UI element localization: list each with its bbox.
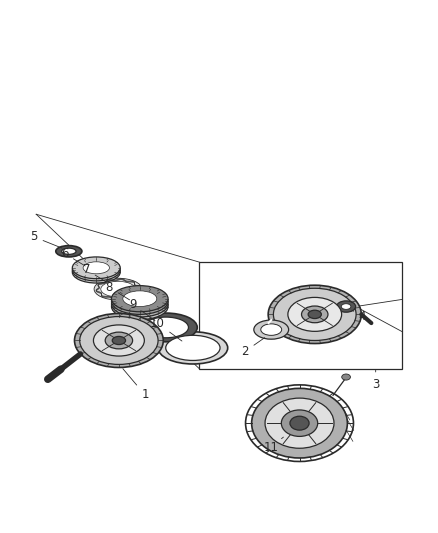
Ellipse shape <box>308 310 321 319</box>
Ellipse shape <box>273 288 356 341</box>
Ellipse shape <box>341 304 351 309</box>
Ellipse shape <box>112 336 126 344</box>
Ellipse shape <box>112 291 168 317</box>
Ellipse shape <box>123 294 157 309</box>
Bar <box>199 262 402 369</box>
Ellipse shape <box>56 246 82 257</box>
Ellipse shape <box>112 286 168 312</box>
Ellipse shape <box>93 325 145 356</box>
Ellipse shape <box>166 335 220 360</box>
Text: 7: 7 <box>82 263 107 282</box>
Ellipse shape <box>80 317 158 365</box>
Ellipse shape <box>342 374 350 380</box>
Text: 1: 1 <box>123 369 149 401</box>
Ellipse shape <box>101 281 135 297</box>
Ellipse shape <box>94 278 142 300</box>
Ellipse shape <box>123 298 157 314</box>
Ellipse shape <box>72 261 120 283</box>
Ellipse shape <box>83 262 110 274</box>
Ellipse shape <box>112 288 168 314</box>
Text: 11: 11 <box>264 437 283 454</box>
Ellipse shape <box>158 332 228 364</box>
Ellipse shape <box>72 257 120 279</box>
Ellipse shape <box>112 294 168 320</box>
Ellipse shape <box>261 324 282 335</box>
Ellipse shape <box>254 320 289 339</box>
Text: 3: 3 <box>372 369 379 391</box>
Ellipse shape <box>123 291 157 306</box>
Ellipse shape <box>290 416 309 430</box>
Ellipse shape <box>83 266 110 278</box>
Text: 10: 10 <box>150 317 182 341</box>
Ellipse shape <box>105 332 133 349</box>
Ellipse shape <box>74 313 163 367</box>
Ellipse shape <box>134 313 197 342</box>
Ellipse shape <box>252 389 347 458</box>
Ellipse shape <box>268 285 361 344</box>
Ellipse shape <box>143 317 188 338</box>
Text: 4: 4 <box>352 310 366 323</box>
Text: 9: 9 <box>129 298 155 320</box>
Ellipse shape <box>123 296 157 312</box>
Ellipse shape <box>62 248 76 254</box>
Ellipse shape <box>265 398 334 448</box>
Text: 5: 5 <box>30 230 62 248</box>
Text: 6: 6 <box>61 247 85 266</box>
Ellipse shape <box>83 264 110 276</box>
Ellipse shape <box>336 301 356 312</box>
Text: 8: 8 <box>106 281 130 300</box>
Ellipse shape <box>301 306 328 322</box>
Text: 2: 2 <box>241 338 265 358</box>
Ellipse shape <box>72 259 120 281</box>
Ellipse shape <box>288 297 342 332</box>
Ellipse shape <box>281 410 318 437</box>
